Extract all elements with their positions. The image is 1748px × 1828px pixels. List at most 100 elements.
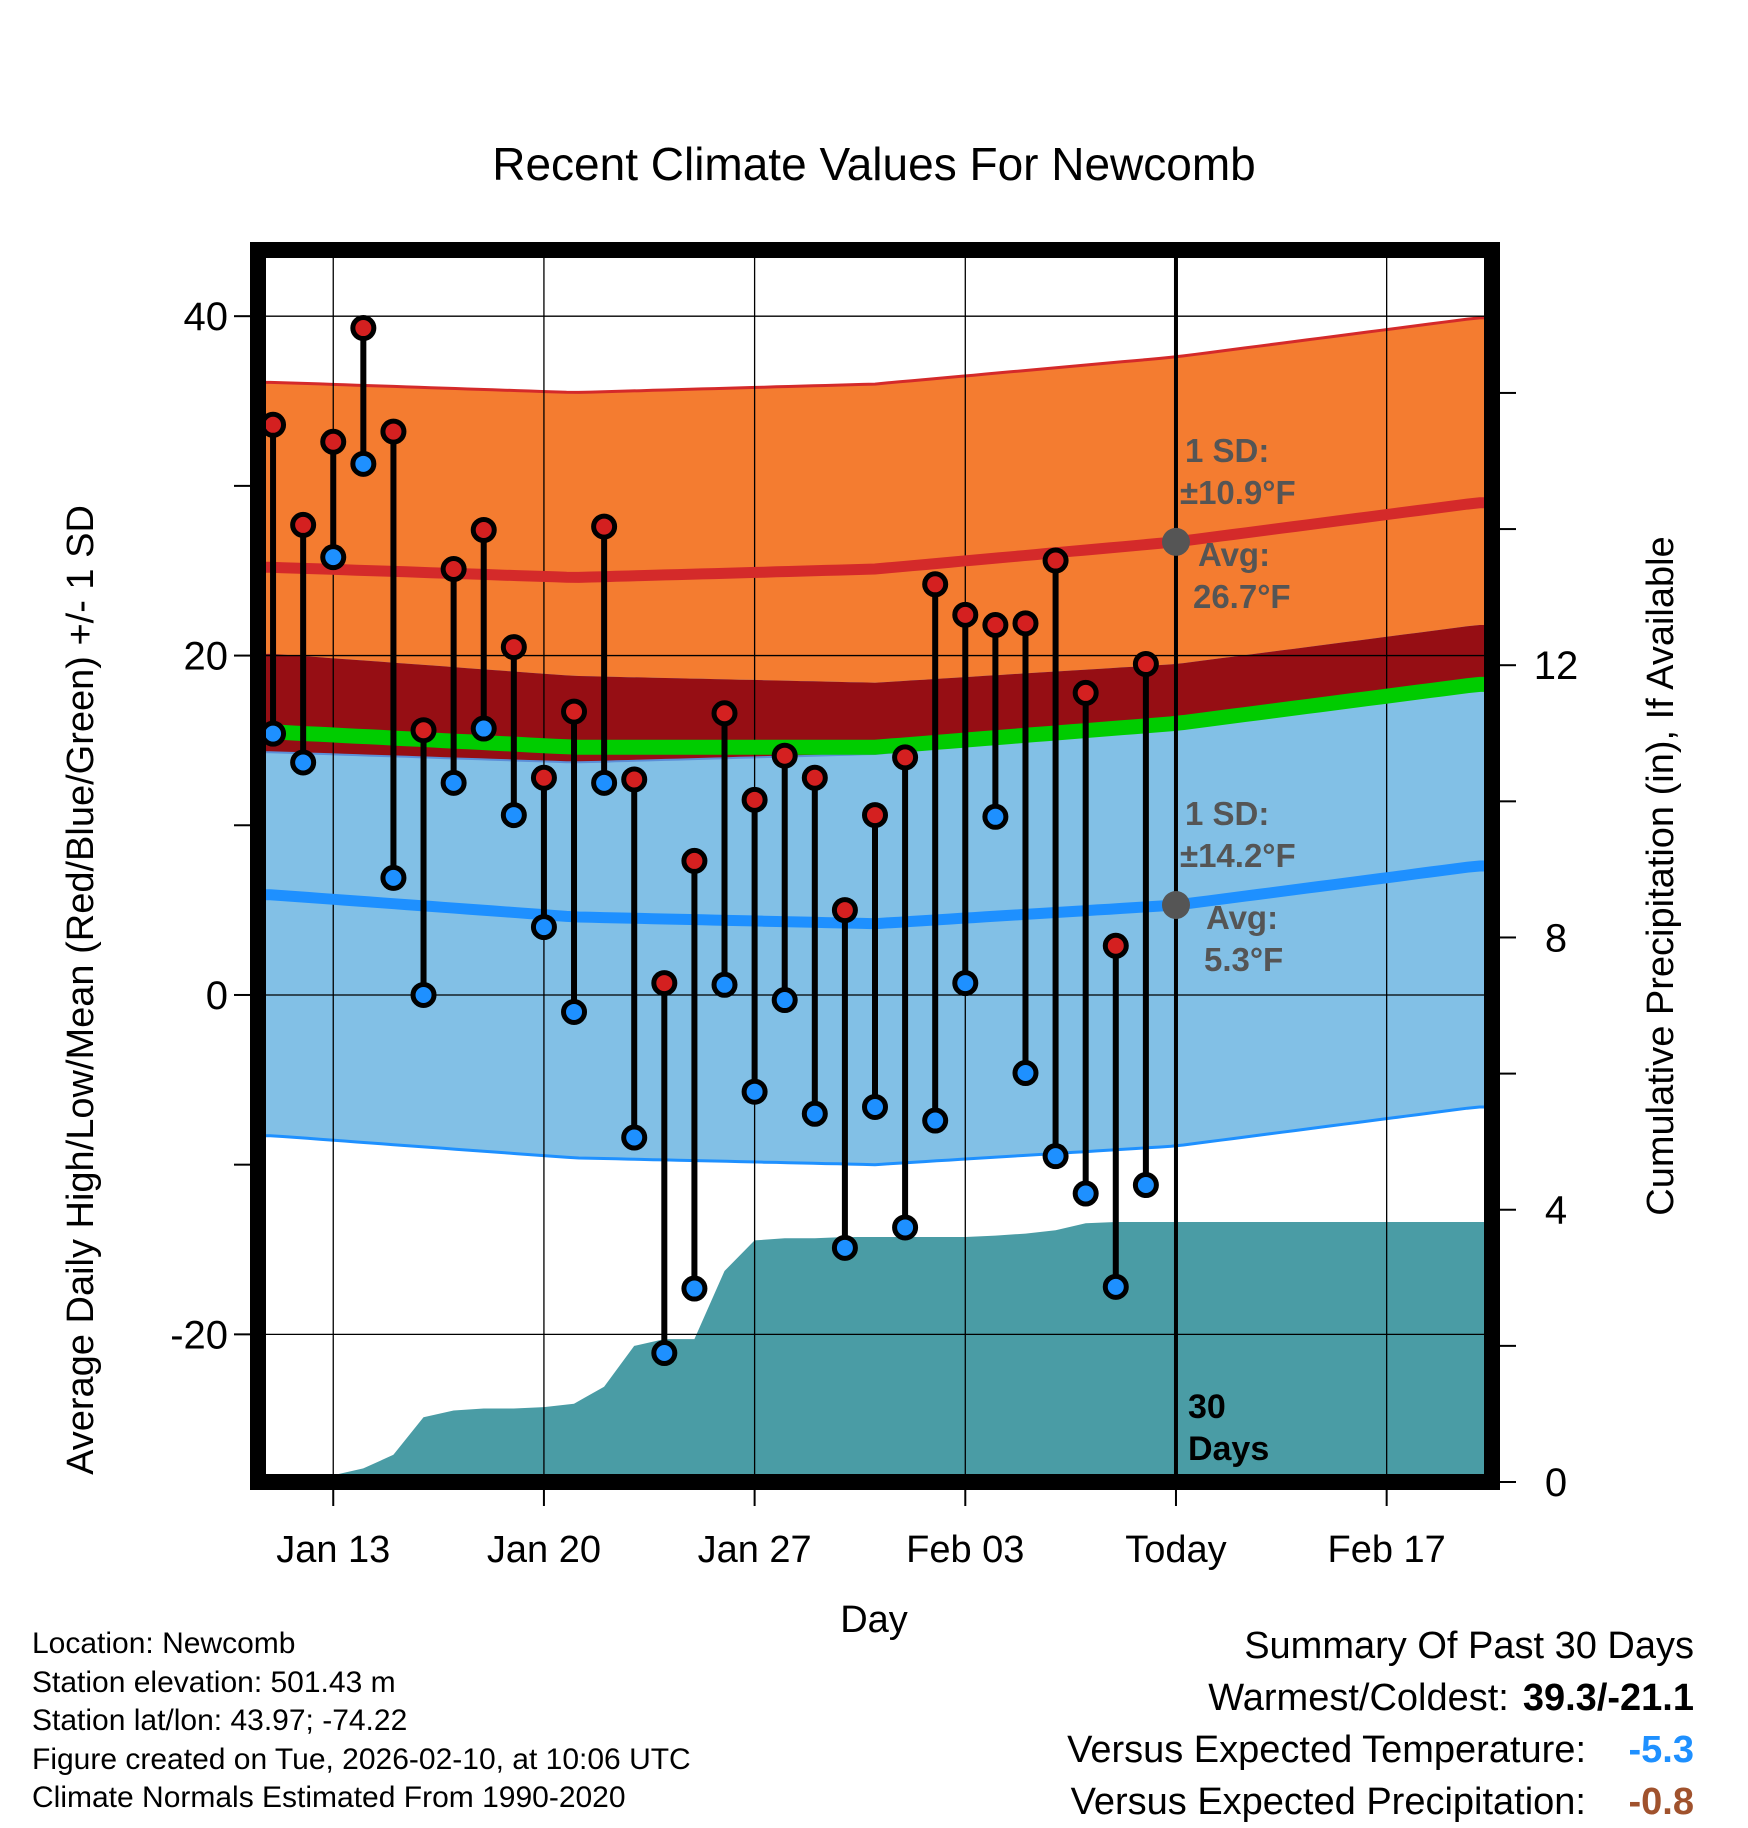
normal-mean-line: [258, 676, 1492, 755]
daily-high-dot: [561, 698, 588, 725]
x-tick-label: Jan 27: [698, 1529, 812, 1571]
temp-departure-label: Versus Expected Temperature:: [1067, 1729, 1586, 1771]
window-unit: Days: [1188, 1430, 1269, 1468]
daily-high-dot: [621, 766, 648, 793]
daily-low-dot: [651, 1340, 678, 1367]
station-info: Location: Newcomb Station elevation: 501…: [32, 1625, 691, 1818]
daily-high-dot: [380, 418, 407, 445]
warm-cold-value: 39.3/-21.1: [1522, 1677, 1694, 1719]
low-avg-value: 5.3°F: [1204, 941, 1283, 978]
daily-high-dot: [892, 744, 919, 771]
daily-low-dot: [831, 1234, 858, 1261]
y-left-tick-label: 0: [206, 974, 228, 1018]
high-sd-band: [258, 317, 1492, 763]
latlon-text: Station lat/lon: 43.97; -74.22: [32, 1704, 408, 1737]
daily-high-dot: [440, 556, 467, 583]
low-sd-lower-edge: [258, 1105, 1492, 1167]
daily-high-dot: [831, 897, 858, 924]
daily-low-dot: [290, 749, 317, 776]
daily-low-dot: [1012, 1060, 1039, 1087]
daily-high-dot: [982, 612, 1009, 639]
daily-high-dot: [922, 571, 949, 598]
daily-high-dot: [1042, 547, 1069, 574]
daily-high-dot: [681, 847, 708, 874]
low-sd-value: ±14.2°F: [1180, 837, 1296, 874]
daily-high-dot: [500, 634, 527, 661]
daily-low-dot: [561, 998, 588, 1025]
daily-low-dot: [410, 981, 437, 1008]
daily-high-dot: [711, 700, 738, 727]
daily-high-dot: [741, 786, 768, 813]
daily-low-dot: [470, 715, 497, 742]
daily-high-dot: [320, 428, 347, 455]
daily-low-dot: [591, 769, 618, 796]
daily-low-dot: [741, 1078, 768, 1105]
daily-high-dot: [651, 970, 678, 997]
y-right-tick-label: 0: [1545, 1461, 1567, 1505]
summary-title: Summary Of Past 30 Days: [1244, 1625, 1694, 1667]
daily-high-dot: [1012, 610, 1039, 637]
daily-low-dot: [530, 914, 557, 941]
daily-low-dot: [1072, 1180, 1099, 1207]
high-sd-upper-edge: [258, 316, 1492, 394]
daily-low-dot: [771, 987, 798, 1014]
x-tick-label: Today: [1125, 1529, 1226, 1571]
daily-high-dot: [1132, 651, 1159, 678]
created-text: Figure created on Tue, 2026-02-10, at 10…: [32, 1742, 691, 1776]
y-axis-left-label: Average Daily High/Low/Mean (Red/Blue/Gr…: [60, 505, 102, 1475]
daily-high-dot: [350, 315, 377, 342]
daily-high-dot: [1072, 679, 1099, 706]
daily-high-dot: [952, 601, 979, 628]
y-right-tick-label: 12: [1534, 644, 1579, 688]
daily-high-dot: [410, 717, 437, 744]
daily-low-dot: [380, 864, 407, 891]
precip-area: [258, 1222, 1492, 1482]
high-sd-label: 1 SD:: [1185, 432, 1269, 469]
summary-panel: Summary Of Past 30 Days Warmest/Coldest:…: [1067, 1620, 1694, 1828]
low-avg-label: Avg:: [1206, 899, 1278, 936]
daily-low-dot: [350, 450, 377, 477]
daily-high-dot: [591, 513, 618, 540]
daily-low-dot: [440, 769, 467, 796]
daily-high-dot: [862, 802, 888, 829]
daily-high-dot: [771, 742, 798, 769]
daily-low-dot: [500, 802, 527, 829]
axis-ticks: Jan 13 Jan 20 Jan 27 Feb 03 Today Feb 1740200…: [170, 295, 1578, 1571]
x-axis-label: Day: [840, 1599, 908, 1641]
daily-high-dot: [470, 517, 497, 543]
daily-low-dot: [1132, 1172, 1159, 1199]
plot-frame: [250, 242, 1500, 1490]
daily-low-dot: [681, 1275, 708, 1302]
daily-low-dot: [862, 1093, 888, 1120]
low-avg-today-marker: [1161, 891, 1190, 920]
y-left-tick-label: -20: [170, 1313, 228, 1357]
y-axis-right-label: Cumulative Precipitation (in), If Availa…: [1640, 536, 1682, 1215]
low-sd-label: 1 SD:: [1185, 795, 1269, 832]
daily-low-dot: [711, 971, 738, 998]
precip-departure-value: -0.8: [1628, 1781, 1694, 1823]
high-avg-label: Avg:: [1198, 536, 1270, 573]
daily-high-dot: [290, 511, 317, 538]
window-number: 30: [1188, 1388, 1226, 1426]
overlap-band: [258, 625, 1492, 763]
elevation-text: Station elevation: 501.43 m: [32, 1665, 396, 1699]
daily-low-dot: [621, 1124, 648, 1151]
x-tick-label: Jan 13: [276, 1529, 390, 1571]
daily-low-dot: [922, 1107, 949, 1134]
daily-high-dot: [1102, 932, 1129, 959]
chart-title: Recent Climate Values For Newcomb: [492, 138, 1256, 190]
daily-low-dot: [320, 544, 347, 571]
daily-low-dot: [982, 803, 1009, 830]
x-tick-label: Feb 17: [1328, 1529, 1446, 1571]
temp-departure-value: -5.3: [1628, 1729, 1694, 1771]
y-right-tick-label: 8: [1545, 916, 1567, 960]
normals-text: Climate Normals Estimated From 1990-2020: [32, 1781, 626, 1814]
y-right-tick-label: 4: [1545, 1189, 1567, 1233]
y-left-tick-label: 40: [184, 295, 229, 339]
daily-low-dot: [952, 970, 979, 997]
high-avg-today-marker: [1161, 527, 1190, 556]
daily-low-dot: [892, 1214, 919, 1241]
high-sd-value: ±10.9°F: [1180, 474, 1296, 511]
observations: [260, 315, 1159, 1367]
